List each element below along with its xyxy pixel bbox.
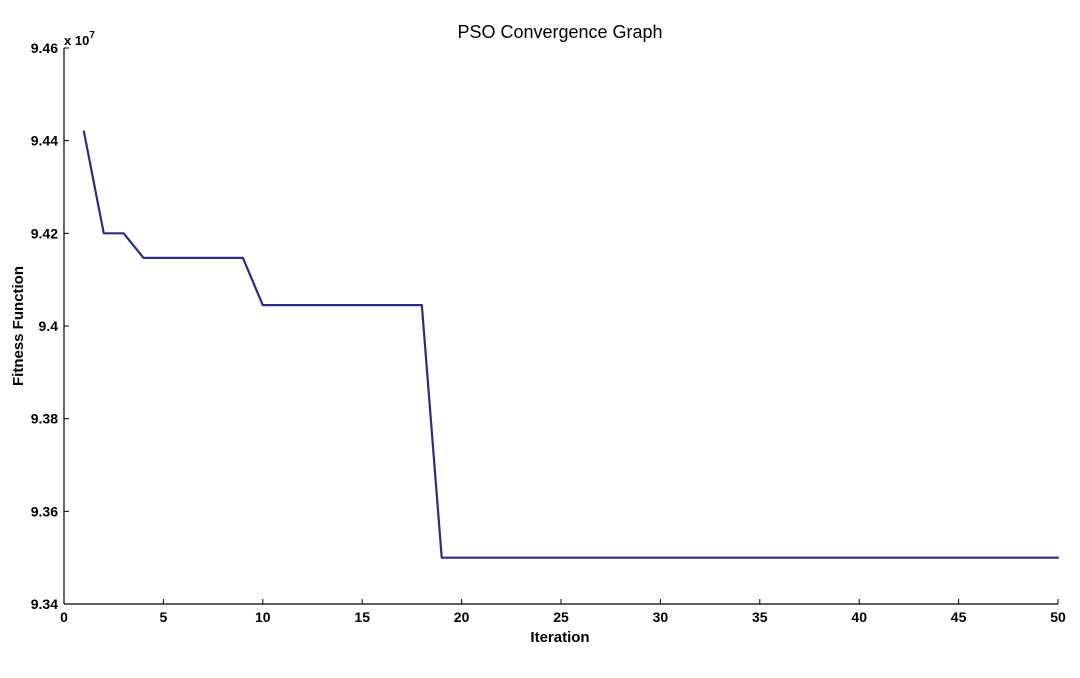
x-tick-label: 45 — [951, 609, 967, 625]
x-tick-label: 20 — [454, 609, 470, 625]
x-tick-label: 15 — [354, 609, 370, 625]
y-tick-label: 9.36 — [31, 503, 58, 519]
y-tick-label: 9.44 — [31, 133, 58, 149]
x-tick-label: 35 — [752, 609, 768, 625]
y-axis-multiplier: x 107 — [64, 30, 95, 48]
y-axis-multiplier-exponent: 7 — [89, 30, 95, 41]
y-tick-label: 9.42 — [31, 225, 58, 241]
fitness-series-line — [82, 130, 1060, 559]
y-tick-label: 9.34 — [31, 596, 58, 612]
x-tick-label: 40 — [851, 609, 867, 625]
x-tick-label: 25 — [553, 609, 569, 625]
axes: 0 5 10 15 20 25 30 35 40 45 50 9.34 9.36 9.38 9.4 9.42 9… — [31, 40, 1066, 625]
x-axis-label: Iteration — [530, 629, 589, 646]
x-tick-label: 10 — [255, 609, 271, 625]
x-tick-label: 5 — [160, 609, 168, 625]
y-tick-label: 9.46 — [31, 40, 58, 56]
chart-title: PSO Convergence Graph — [457, 22, 662, 42]
y-axis-label: Fitness Function — [10, 266, 27, 386]
x-tick-label: 0 — [60, 609, 68, 625]
y-tick-label: 9.38 — [31, 411, 58, 427]
y-tick-label: 9.4 — [39, 318, 59, 334]
x-tick-label: 50 — [1050, 609, 1066, 625]
x-tick-label: 30 — [653, 609, 669, 625]
y-axis-multiplier-base: x 10 — [64, 33, 89, 48]
series-group — [82, 130, 1060, 559]
